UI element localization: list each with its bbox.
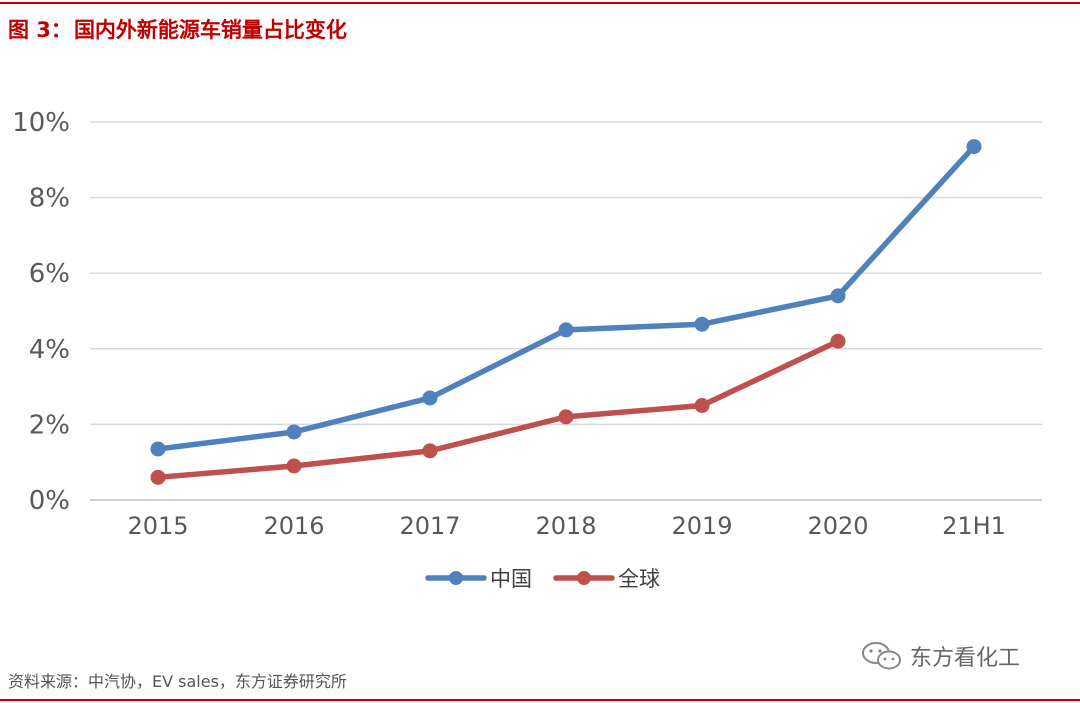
data-point xyxy=(966,139,982,155)
watermark-text: 东方看化工 xyxy=(910,646,1021,671)
bottom-rule xyxy=(0,699,1080,701)
data-point xyxy=(830,288,846,304)
legend-label: 中国 xyxy=(490,567,532,591)
watermark: 东方看化工 xyxy=(860,640,1020,672)
figure-title: 图 3：国内外新能源车销量占比变化 xyxy=(8,14,347,44)
y-tick-label: 0% xyxy=(29,486,70,516)
series-line-1 xyxy=(155,338,841,481)
y-tick-label: 10% xyxy=(12,108,70,138)
y-tick-label: 8% xyxy=(29,184,70,214)
data-point xyxy=(150,441,166,457)
x-tick-label: 2015 xyxy=(127,512,188,540)
legend-label: 全球 xyxy=(618,567,660,591)
y-tick-label: 2% xyxy=(29,410,70,440)
x-tick-label: 2017 xyxy=(399,512,460,540)
data-point xyxy=(286,458,302,474)
data-point xyxy=(150,469,166,485)
data-point xyxy=(558,322,574,338)
data-point xyxy=(830,333,846,349)
x-tick-label: 2020 xyxy=(807,512,868,540)
wechat-icon xyxy=(862,642,901,670)
data-point xyxy=(694,398,710,413)
data-point xyxy=(694,316,710,332)
y-tick-label: 6% xyxy=(29,259,70,289)
x-tick-label: 2019 xyxy=(671,512,732,540)
data-point xyxy=(558,409,574,425)
x-tick-label: 21H1 xyxy=(942,512,1006,540)
x-tick-label: 2016 xyxy=(263,512,324,540)
source-note: 资料来源：中汽协，EV sales，东方证券研究所 xyxy=(8,672,347,691)
x-tick-label: 2018 xyxy=(535,512,596,540)
data-point xyxy=(286,424,302,440)
series-line-0 xyxy=(155,143,977,452)
legend-marker xyxy=(577,571,591,585)
data-point xyxy=(422,443,438,459)
top-rule xyxy=(0,2,1080,4)
figure-label: 图 3： xyxy=(8,18,72,42)
y-tick-label: 4% xyxy=(29,335,70,365)
data-point xyxy=(422,390,438,406)
figure-title-text: 国内外新能源车销量占比变化 xyxy=(73,18,347,42)
legend-marker xyxy=(449,571,463,585)
